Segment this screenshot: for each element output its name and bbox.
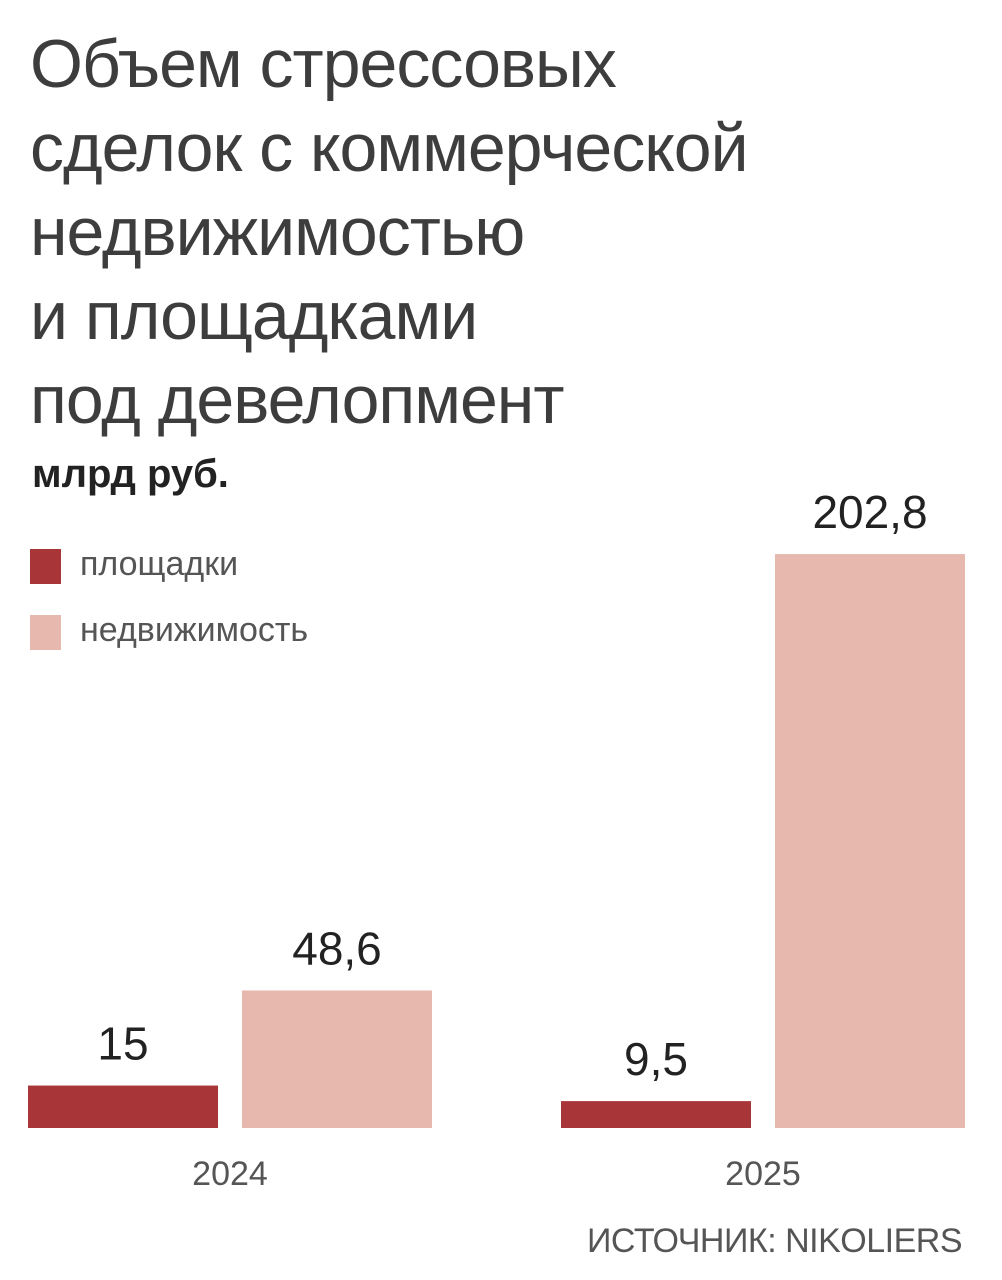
- bar-2024-real-estate: [242, 990, 432, 1128]
- x-tick-label: 2025: [725, 1155, 801, 1193]
- bar-2025-real-estate: [775, 554, 965, 1128]
- value-label: 48,6: [292, 922, 382, 974]
- value-label: 9,5: [624, 1033, 688, 1085]
- value-label: 202,8: [812, 486, 927, 538]
- bar-2025-sites: [561, 1101, 751, 1128]
- unit-label: млрд руб.: [32, 452, 229, 496]
- bar-2024-sites: [28, 1085, 218, 1128]
- chart-title: Объем стрессовых сделок с коммерческой н…: [30, 22, 930, 442]
- title-line: Объем стрессовых: [30, 26, 617, 102]
- value-label: 15: [97, 1018, 148, 1070]
- legend-swatch-real-estate: [30, 615, 61, 650]
- title-line: недвижимостью: [30, 194, 525, 270]
- x-tick-label: 2024: [192, 1155, 268, 1193]
- source-note: ИСТОЧНИК: NIKOLIERS: [586, 1222, 963, 1260]
- title-line: и площадками: [30, 278, 478, 354]
- legend-label-sites: площадки: [80, 545, 239, 583]
- legend-swatch-sites: [30, 549, 61, 584]
- legend-label-real-estate: недвижимость: [80, 611, 309, 649]
- title-line: сделок с коммерческой: [30, 110, 749, 186]
- title-line: под девелопмент: [30, 362, 564, 438]
